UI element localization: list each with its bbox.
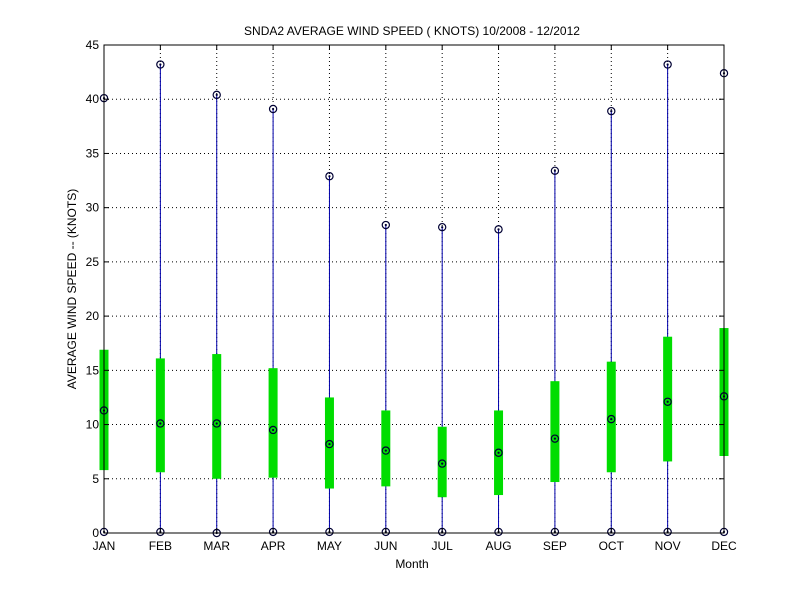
y-tick-label: 0 — [92, 526, 99, 540]
y-tick-label: 45 — [86, 38, 100, 52]
iqr-box — [212, 354, 222, 479]
x-tick-label: JAN — [93, 539, 116, 553]
median-marker — [156, 419, 165, 428]
iqr-box — [606, 361, 616, 473]
iqr-box — [550, 381, 560, 483]
max-marker-dot — [159, 63, 162, 66]
max-marker — [156, 60, 165, 69]
max-marker — [325, 172, 334, 181]
max-marker-dot — [553, 169, 557, 172]
max-marker — [494, 225, 503, 234]
median-marker-dot — [271, 428, 275, 432]
y-tick-label: 15 — [86, 363, 100, 377]
median-marker — [494, 448, 503, 457]
y-tick-label: 25 — [86, 255, 100, 269]
max-marker — [437, 222, 447, 232]
median-marker — [381, 446, 391, 455]
median-marker-dot — [610, 418, 613, 421]
max-marker-dot — [497, 228, 500, 231]
median-marker — [607, 414, 616, 424]
x-tick-label: DEC — [711, 539, 737, 553]
median-marker-dot — [384, 449, 387, 452]
axis-ticks: 0 5 10 15 20 25 30 35 40 45 JAN FEB MAR APR MAY JUN JUL A… — [86, 38, 737, 553]
median-marker-dot — [328, 442, 331, 446]
median-marker — [550, 434, 560, 443]
x-tick-label: NOV — [655, 539, 681, 553]
iqr-box — [381, 410, 391, 487]
median-marker-dot — [553, 437, 557, 440]
y-tick-label: 10 — [86, 418, 100, 432]
max-marker — [550, 166, 560, 175]
max-marker-dot — [610, 110, 613, 113]
y-tick-label: 40 — [86, 92, 100, 106]
max-marker-dot — [215, 93, 218, 96]
iqr-box — [155, 358, 165, 473]
x-axis-label: Month — [395, 557, 428, 571]
x-tick-label: MAR — [203, 539, 230, 553]
y-tick-label: 5 — [92, 472, 99, 486]
median-marker-dot — [215, 422, 218, 425]
median-marker — [212, 419, 221, 428]
x-tick-label: MAY — [317, 539, 342, 553]
chart-title: SNDA2 AVERAGE WIND SPEED ( KNOTS) 10/200… — [244, 24, 580, 38]
median-marker-dot — [159, 422, 162, 425]
y-tick-label: 30 — [86, 201, 100, 215]
max-marker-dot — [271, 107, 275, 111]
max-marker — [381, 220, 391, 230]
x-tick-label: APR — [261, 539, 286, 553]
median-marker — [268, 425, 278, 435]
x-tick-label: JUL — [432, 539, 454, 553]
y-tick-label: 35 — [86, 146, 100, 160]
plot-area-frame — [103, 44, 725, 534]
iqr-box — [268, 368, 278, 478]
iqr-box — [437, 426, 447, 498]
max-marker — [607, 106, 616, 116]
median-marker — [663, 397, 672, 406]
max-marker — [663, 60, 672, 69]
box-plot-group — [99, 60, 729, 538]
max-marker-dot — [384, 223, 387, 227]
max-marker-dot — [328, 175, 331, 178]
x-tick-label: SEP — [543, 539, 567, 553]
x-tick-label: AUG — [486, 539, 512, 553]
max-marker — [212, 90, 221, 100]
x-tick-label: OCT — [599, 539, 625, 553]
iqr-box — [663, 336, 673, 462]
median-marker-dot — [441, 462, 444, 465]
max-marker — [268, 104, 278, 114]
max-marker-dot — [441, 226, 444, 229]
max-marker-dot — [666, 63, 669, 66]
y-axis-label: AVERAGE WIND SPEED -- (KNOTS) — [65, 189, 79, 389]
x-tick-label: JUN — [374, 539, 397, 553]
x-tick-label: FEB — [149, 539, 172, 553]
median-marker-dot — [497, 451, 500, 454]
median-marker-dot — [666, 400, 669, 403]
median-marker — [437, 459, 447, 468]
y-tick-label: 20 — [86, 309, 100, 323]
median-marker — [325, 439, 334, 449]
